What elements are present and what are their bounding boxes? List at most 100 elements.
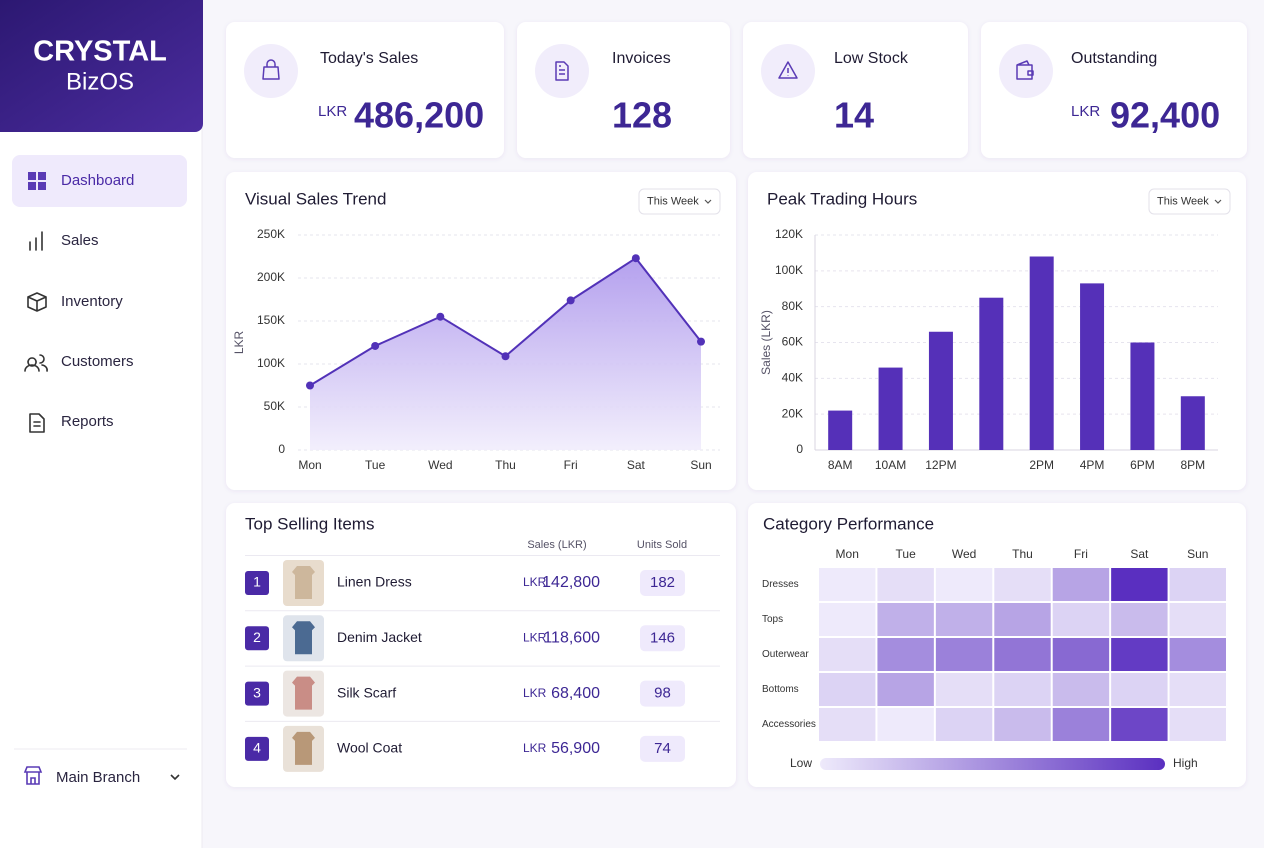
heat-cell bbox=[1111, 708, 1168, 741]
point bbox=[436, 312, 445, 321]
heat-cell bbox=[877, 708, 934, 741]
table-title: Top Selling Items bbox=[245, 514, 374, 533]
rank: 2 bbox=[253, 629, 261, 645]
y-axis-label: Sales (LKR) bbox=[759, 310, 773, 375]
peak-hours-card: Peak Trading Hours This Week 0 20K 40K 60K 80K… bbox=[748, 172, 1246, 490]
column-label: Sat bbox=[1130, 547, 1149, 561]
x-tick-label: Fri bbox=[564, 458, 578, 472]
chart-title: Category Performance bbox=[763, 514, 934, 533]
rank-badge bbox=[245, 571, 269, 595]
card bbox=[226, 22, 504, 158]
column-label: Sun bbox=[1187, 547, 1208, 561]
chevron bbox=[704, 199, 712, 204]
units-pill bbox=[640, 735, 685, 762]
y-tick-label: 0 bbox=[796, 442, 803, 456]
product-garment bbox=[292, 731, 315, 765]
nav-item[interactable]: Customers bbox=[24, 353, 134, 372]
x-tick-label: Sat bbox=[627, 458, 646, 472]
dropdown-box bbox=[638, 188, 721, 215]
point bbox=[371, 341, 380, 350]
heat-cell bbox=[935, 708, 993, 741]
rank: 4 bbox=[253, 740, 261, 756]
x-tick-label: Wed bbox=[428, 458, 452, 472]
y-tick-label: 80K bbox=[782, 299, 803, 313]
column-label: Tue bbox=[896, 547, 917, 561]
heat-cell bbox=[877, 673, 934, 706]
kpi-icon-bg bbox=[535, 44, 589, 98]
kpi-label: Today's Sales bbox=[320, 50, 418, 67]
heat-cell bbox=[877, 568, 934, 601]
rank: 3 bbox=[253, 684, 261, 700]
x-tick-label: Thu bbox=[495, 458, 516, 472]
heat-cell bbox=[1111, 603, 1168, 636]
heat-cell bbox=[994, 638, 1051, 671]
x-tick-label: 10AM bbox=[875, 458, 906, 472]
nav-item[interactable]: Dashboard bbox=[12, 155, 187, 207]
nav-icon bbox=[29, 231, 43, 251]
kpi-label: Outstanding bbox=[1071, 50, 1157, 67]
kpi-icon bbox=[555, 61, 569, 81]
rank: 1 bbox=[253, 574, 261, 590]
rank-badge bbox=[245, 736, 269, 761]
nav-item[interactable]: Reports bbox=[29, 413, 114, 433]
heat-cell bbox=[1052, 673, 1110, 706]
y-axis-label: LKR bbox=[232, 330, 246, 354]
heat-cell bbox=[935, 638, 993, 671]
row-label: Dresses bbox=[762, 579, 799, 590]
heat-cell bbox=[1169, 708, 1226, 741]
content: Dashboard Sales Inventory Customers Reports T… bbox=[12, 22, 1247, 787]
y-tick-label: 200K bbox=[257, 270, 285, 284]
heat-cell bbox=[1052, 568, 1110, 601]
heat-cell bbox=[994, 673, 1051, 706]
y-tick-label: 40K bbox=[782, 371, 803, 385]
x-tick-label: 6PM bbox=[1130, 458, 1155, 472]
y-tick-label: 0 bbox=[278, 442, 285, 456]
top-items-card: Top Selling Items Sales (LKR) Units Sold 1 L… bbox=[226, 503, 736, 787]
x-tick-label: 8AM bbox=[828, 458, 853, 472]
heat-cell bbox=[1169, 638, 1226, 671]
sidebar bbox=[0, 0, 202, 848]
point bbox=[631, 254, 640, 263]
kpi-label: Low Stock bbox=[834, 50, 909, 67]
heat-cell bbox=[1111, 673, 1168, 706]
bar bbox=[1130, 342, 1155, 450]
rank-badge bbox=[245, 681, 269, 706]
branch-selector[interactable]: Main Branch bbox=[23, 766, 180, 786]
heat-cell bbox=[1052, 603, 1110, 636]
nav-item[interactable]: Inventory bbox=[27, 292, 123, 312]
kpi-card: Today's Sales LKR 486,200 bbox=[226, 22, 504, 158]
kpi-value: 14 bbox=[834, 95, 874, 136]
bar bbox=[1029, 256, 1054, 450]
heat-cell bbox=[1052, 638, 1110, 671]
sales: 68,400 bbox=[551, 685, 600, 702]
nav-icon bbox=[29, 413, 45, 433]
column-header: Sales (LKR) bbox=[527, 539, 586, 551]
nav-icon bbox=[28, 172, 46, 190]
heat-cell bbox=[994, 708, 1051, 741]
nav-label: Reports bbox=[61, 413, 114, 430]
kpi-icon bbox=[778, 61, 798, 79]
bar bbox=[979, 297, 1004, 450]
chevron bbox=[170, 774, 180, 781]
kpi-card: Invoices 128 bbox=[517, 22, 730, 158]
x-tick-label: Sun bbox=[690, 458, 711, 472]
product-garment bbox=[292, 621, 315, 655]
column-label: Wed bbox=[952, 547, 976, 561]
row-label: Outerwear bbox=[762, 649, 809, 660]
heat-cell bbox=[1169, 673, 1226, 706]
nav-icon bbox=[24, 354, 48, 372]
units-pill bbox=[640, 625, 685, 652]
row-label: Tops bbox=[762, 614, 783, 625]
point bbox=[697, 337, 705, 346]
period-dropdown[interactable]: This Week bbox=[638, 188, 721, 215]
kpi-card: Low Stock 14 bbox=[743, 22, 968, 158]
nav-item[interactable]: Sales bbox=[29, 231, 99, 251]
y-tick-label: 100K bbox=[257, 356, 285, 370]
period-dropdown[interactable]: This Week bbox=[1148, 188, 1231, 215]
kpi-icon-bg bbox=[244, 44, 298, 98]
units: 182 bbox=[650, 574, 675, 591]
product-garment bbox=[292, 676, 315, 710]
row-label: Accessories bbox=[762, 719, 816, 730]
units: 146 bbox=[650, 629, 675, 646]
